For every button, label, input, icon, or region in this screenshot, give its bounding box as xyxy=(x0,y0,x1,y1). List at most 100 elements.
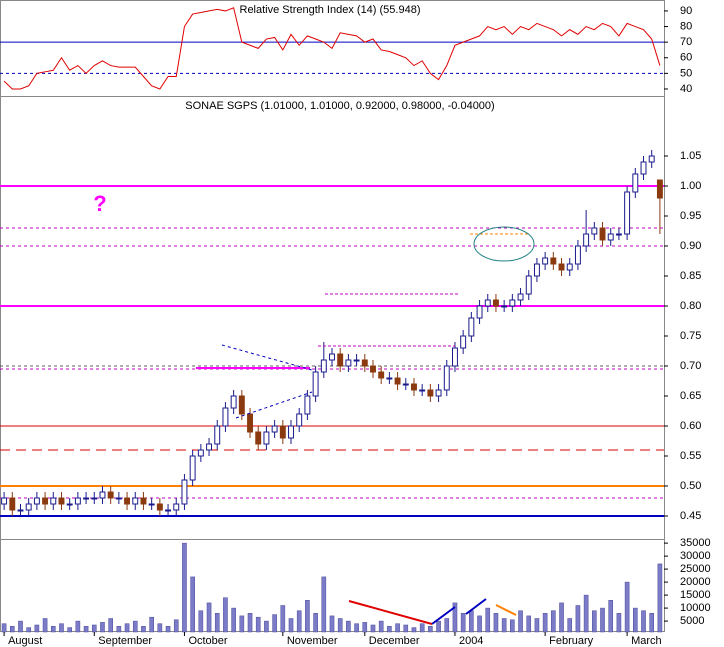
volume-bar xyxy=(616,613,622,633)
candle-body xyxy=(255,431,262,445)
volume-bar xyxy=(633,607,638,633)
volume-bar xyxy=(296,610,302,633)
volume-bar xyxy=(288,618,294,633)
volume-bar xyxy=(346,620,351,633)
candle-body xyxy=(83,497,90,500)
volume-bar xyxy=(100,622,105,633)
y-tick-label: 50 xyxy=(680,67,692,79)
candle-body xyxy=(402,383,409,386)
volume-bar xyxy=(255,616,261,633)
candle-body xyxy=(9,497,16,511)
y-tick-label: 0.85 xyxy=(680,270,701,282)
candle-body xyxy=(533,263,540,277)
volume-bar xyxy=(337,618,343,633)
candle-body xyxy=(115,497,122,500)
volume-bar xyxy=(592,610,597,633)
candle-body xyxy=(517,293,524,301)
x-tick-label: August xyxy=(8,635,42,647)
volume-bar xyxy=(83,626,89,633)
trend-drawings xyxy=(196,226,535,625)
candle-body xyxy=(615,233,622,236)
candle-body xyxy=(132,497,139,505)
volume-bar xyxy=(264,620,269,633)
x-tick-label: 2004 xyxy=(459,635,483,647)
volume-bar xyxy=(108,618,113,633)
candle-body xyxy=(361,359,368,367)
volume-bar xyxy=(67,627,72,633)
volume-bar xyxy=(206,602,212,633)
volume-bar xyxy=(567,618,573,633)
candle-body xyxy=(91,497,98,500)
y-tick-label: 40 xyxy=(680,83,692,95)
volume-bar xyxy=(91,624,97,633)
volume-bar xyxy=(510,619,515,633)
y-tick-label: 0.45 xyxy=(680,510,701,522)
volume-bar xyxy=(124,623,130,633)
y-tick-label: 0.60 xyxy=(680,420,701,432)
volume-bar xyxy=(18,620,23,633)
volume-bar xyxy=(280,605,286,633)
volume-bar xyxy=(387,626,392,633)
y-tick-label: 0.90 xyxy=(680,240,701,252)
candle-body xyxy=(247,413,253,433)
volume-bar xyxy=(624,581,630,633)
candle-body xyxy=(419,389,426,392)
volume-bar xyxy=(231,607,236,633)
volume-bar xyxy=(59,623,64,633)
candle-body xyxy=(427,389,434,397)
candle-body xyxy=(648,155,655,163)
volume-bar xyxy=(641,610,646,633)
volume-bar xyxy=(460,613,466,633)
y-tick-label: 20000 xyxy=(680,576,711,588)
volume-bar xyxy=(657,563,663,633)
y-tick-label: 10000 xyxy=(680,602,711,614)
volume-bar xyxy=(116,626,122,633)
candle-body xyxy=(74,497,81,505)
volume-bar xyxy=(526,615,532,633)
candle-body xyxy=(624,191,631,235)
candle-body xyxy=(33,497,40,505)
candle-body xyxy=(435,389,442,397)
volume-bar xyxy=(141,626,146,633)
candle-body xyxy=(599,227,606,241)
y-tick-label: 1.05 xyxy=(680,150,701,162)
volume-bar xyxy=(575,605,581,633)
y-tick-label: 0.75 xyxy=(680,330,701,342)
candle-body xyxy=(148,503,155,506)
candle-body xyxy=(206,443,212,451)
candle-body xyxy=(320,359,327,373)
volume-bar xyxy=(583,594,589,633)
volume-bar xyxy=(354,623,359,633)
volume-bar xyxy=(403,624,409,633)
volume-bar xyxy=(477,615,482,633)
candle-body xyxy=(312,371,319,397)
volume-bar xyxy=(132,620,138,633)
x-tick-label: September xyxy=(98,635,152,647)
candle-body xyxy=(501,305,508,308)
candle-body xyxy=(484,299,491,307)
candle-body xyxy=(66,503,73,506)
candle-body xyxy=(222,407,229,427)
candle-body xyxy=(468,317,475,337)
candle-body xyxy=(443,365,450,391)
y-tick-label: 90 xyxy=(680,5,692,17)
annotation: ? xyxy=(93,191,106,216)
volume-bar xyxy=(75,620,81,633)
volume-bar xyxy=(247,613,253,633)
volume-bar xyxy=(26,627,31,633)
candle-body xyxy=(558,263,565,271)
candle-body xyxy=(124,497,131,505)
y-tick-label: 60 xyxy=(680,52,692,64)
volume-bar xyxy=(50,626,56,633)
candle-body xyxy=(25,503,32,511)
candle-body xyxy=(591,227,598,235)
volume-bar xyxy=(411,627,417,633)
volume-bar xyxy=(329,615,335,633)
candle-body xyxy=(656,179,663,199)
candle-body xyxy=(345,359,352,367)
candle-body xyxy=(197,449,204,457)
candle-body xyxy=(165,509,172,512)
volume-bar xyxy=(485,607,491,633)
volume-bar xyxy=(370,624,376,633)
